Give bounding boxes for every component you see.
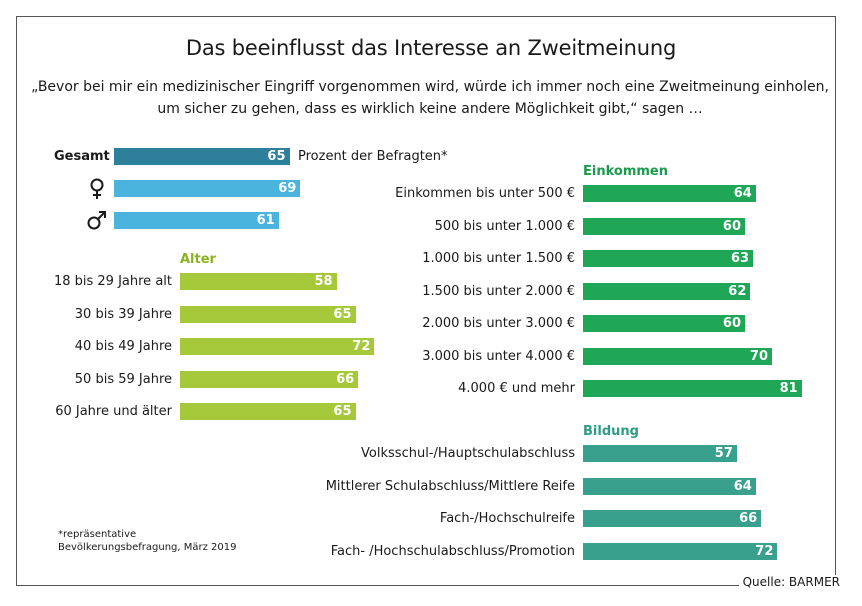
- bar: [180, 403, 356, 420]
- data-label: 72: [755, 543, 774, 559]
- bar: [583, 510, 762, 527]
- section-heading-einkommen: Einkommen: [583, 164, 668, 179]
- bar: [583, 477, 756, 495]
- section-heading-alter: Alter: [180, 252, 216, 267]
- male-icon: [87, 211, 106, 230]
- category-label: Einkommen bis unter 500 €: [395, 186, 575, 201]
- bar: [583, 445, 737, 462]
- bar: [583, 542, 778, 560]
- bar: [180, 273, 337, 290]
- bar: [114, 212, 279, 229]
- data-label: 58: [314, 274, 333, 289]
- bar: [114, 180, 301, 197]
- bar: [583, 347, 772, 365]
- bar: [180, 370, 359, 388]
- data-label: 65: [267, 149, 286, 164]
- section-heading-bildung: Bildung: [583, 424, 639, 439]
- category-label: Gesamt: [54, 149, 110, 164]
- category-label: Fach- /Hochschulabschluss/Promotion: [330, 543, 575, 559]
- bar: [583, 380, 802, 397]
- data-label: 60: [722, 316, 741, 331]
- data-label: 64: [733, 478, 752, 494]
- data-label: 62: [728, 283, 747, 299]
- category-label: 1.500 bis unter 2.000 €: [422, 283, 575, 299]
- data-label: 60: [722, 218, 741, 234]
- chart-title: Das beeinflusst das Interesse an Zweitme…: [185, 36, 677, 60]
- data-label: 70: [749, 348, 768, 364]
- data-label: 69: [278, 181, 297, 196]
- category-label: 3.000 bis unter 4.000 €: [422, 348, 575, 364]
- data-label: 72: [352, 339, 371, 354]
- category-label: Fach-/Hochschulreife: [439, 511, 575, 526]
- category-label: 50 bis 59 Jahre: [74, 371, 172, 387]
- unit-label: Prozent der Befragten*: [298, 149, 448, 164]
- bar: [583, 217, 745, 235]
- source-label: Quelle: BARMER: [738, 575, 840, 589]
- bar: [583, 282, 751, 300]
- data-label: 61: [256, 213, 275, 228]
- bar: [583, 315, 745, 332]
- bar: [583, 250, 754, 267]
- data-label: 66: [739, 511, 758, 526]
- footnote: *repräsentative Bevölkerungsbefragung, M…: [58, 529, 237, 553]
- category-label: Mittlerer Schulabschluss/Mittlere Reife: [325, 478, 575, 494]
- category-label: 18 bis 29 Jahre alt: [53, 274, 172, 289]
- data-label: 65: [333, 404, 352, 419]
- bar: [180, 305, 356, 323]
- data-label: 63: [731, 251, 750, 266]
- bar: [114, 148, 290, 165]
- bar: [583, 185, 756, 202]
- category-label: 2.000 bis unter 3.000 €: [422, 316, 575, 331]
- data-label: 66: [336, 371, 355, 387]
- category-label: 4.000 € und mehr: [458, 381, 575, 396]
- data-label: 64: [733, 186, 752, 201]
- female-icon: [90, 178, 104, 199]
- category-label: 500 bis unter 1.000 €: [434, 218, 575, 234]
- category-label: 1.000 bis unter 1.500 €: [422, 251, 575, 266]
- data-label: 65: [333, 306, 352, 322]
- data-label: 57: [714, 446, 733, 461]
- chart-subtitle: „Bevor bei mir ein medizinischer Eingrif…: [31, 79, 829, 117]
- data-label: 81: [779, 381, 798, 396]
- category-label: 40 bis 49 Jahre: [74, 339, 172, 354]
- bar: [180, 338, 375, 355]
- category-label: 60 Jahre und älter: [55, 404, 172, 419]
- category-label: Volksschul-/Hauptschulabschluss: [361, 446, 575, 461]
- chart-frame: [16, 16, 836, 586]
- category-label: 30 bis 39 Jahre: [74, 306, 172, 322]
